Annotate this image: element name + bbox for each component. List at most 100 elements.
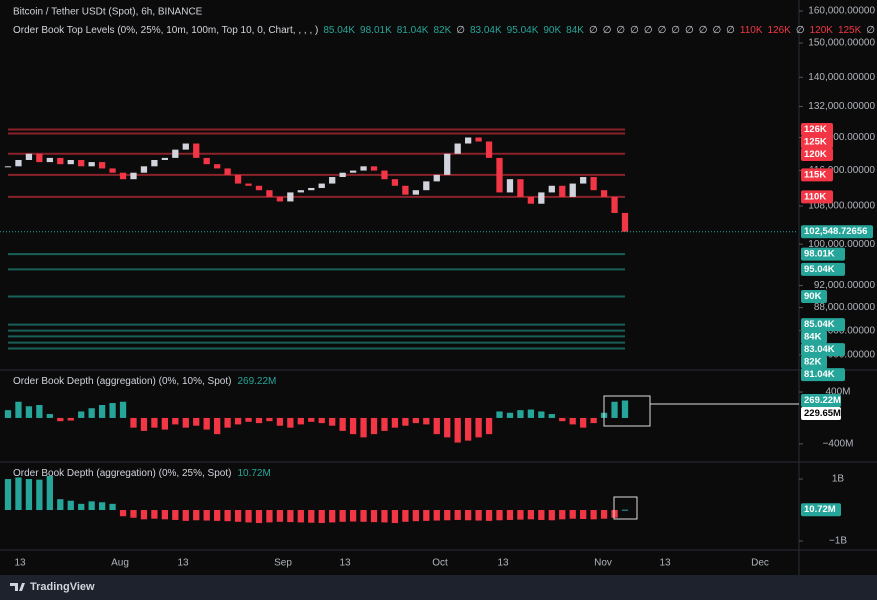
value-label-box <box>801 330 827 344</box>
candle <box>297 190 304 193</box>
depth-bar <box>391 510 399 524</box>
value-label-box <box>801 148 833 162</box>
highlight-box <box>613 496 638 520</box>
candle <box>308 187 315 191</box>
y-tick-label: −400M <box>823 438 854 449</box>
indicator-value: 126K <box>768 25 792 36</box>
depth-bar <box>433 417 440 435</box>
depth-bar <box>349 417 357 435</box>
depth-bar <box>444 510 451 521</box>
depth-bar <box>412 510 419 522</box>
depth-bar <box>485 417 493 435</box>
depth-bar <box>57 499 64 511</box>
x-tick-label: 13 <box>659 558 671 569</box>
candle <box>4 166 12 168</box>
value-label-box <box>801 262 845 276</box>
depth-bar <box>548 414 555 418</box>
value-label-box <box>801 289 827 303</box>
y-tick-label: 108,000.00000 <box>808 201 875 212</box>
candle <box>464 137 472 144</box>
depth-bar <box>580 510 587 520</box>
y-tick-label: 140,000.00000 <box>808 72 875 83</box>
indicator-value: 98.01K <box>360 25 392 36</box>
indicator-value: ∅ <box>616 25 625 36</box>
value-label-box <box>801 343 845 357</box>
depth-bar <box>109 403 116 418</box>
depth-bar <box>464 417 472 441</box>
value-label: 84K <box>804 332 822 343</box>
depth-bar <box>621 509 629 511</box>
depth-bar <box>214 417 221 435</box>
depth-bar <box>517 510 524 520</box>
value-label: 81.04K <box>804 369 835 380</box>
depth-bar <box>130 417 137 428</box>
candle <box>506 179 514 193</box>
depth-bar <box>308 417 315 422</box>
value-label-box <box>801 123 833 137</box>
candle <box>276 196 284 202</box>
candle <box>423 181 430 191</box>
indicator-value: ∅ <box>630 25 639 36</box>
value-label-box <box>801 394 841 408</box>
depth-bar <box>67 417 74 421</box>
depth-bar <box>245 510 252 523</box>
pane-title-text: Order Book Depth (aggregation) (0%, 25%,… <box>13 468 231 479</box>
depth-bar <box>140 417 148 431</box>
candle <box>287 192 294 202</box>
candle <box>433 174 440 182</box>
candle <box>381 170 388 180</box>
value-label: 90K <box>804 291 822 302</box>
depth-bar <box>4 479 12 511</box>
depth-bar <box>255 417 263 424</box>
depth-bar <box>381 417 388 431</box>
depth-bar <box>234 417 242 425</box>
candle <box>444 153 451 175</box>
depth-bar <box>287 510 294 523</box>
candle <box>25 153 33 160</box>
depth-bar <box>559 417 566 422</box>
depth-bar <box>151 510 158 519</box>
y-tick-label: 100,000.00000 <box>808 239 875 250</box>
logo-icon <box>10 583 25 591</box>
depth-bar <box>276 417 284 426</box>
y-tick-label: 150,000.00000 <box>808 38 875 49</box>
value-label: 229.65M <box>804 408 841 419</box>
depth-bar <box>590 417 597 424</box>
depth-bar <box>88 408 95 418</box>
depth-bar <box>318 510 325 524</box>
value-label: 120K <box>804 149 827 160</box>
candle <box>527 196 535 204</box>
candle <box>245 183 252 186</box>
depth-bar <box>329 417 336 426</box>
depth-bar <box>193 417 200 426</box>
depth-bar <box>464 510 472 521</box>
candle <box>119 172 127 180</box>
x-tick-label: 13 <box>14 558 26 569</box>
depth-bar <box>402 417 409 426</box>
x-tick-label: Dec <box>751 558 769 569</box>
candle <box>517 179 524 197</box>
value-label: 10.72M <box>804 504 836 515</box>
y-tick-label: 88,000.00000 <box>814 302 876 313</box>
depth-bar <box>4 410 12 418</box>
depth-bar <box>496 411 503 418</box>
depth-bar <box>25 406 33 418</box>
depth-bar <box>433 510 440 521</box>
candle <box>234 174 242 184</box>
depth-bar <box>329 510 336 523</box>
depth-bar <box>78 411 85 418</box>
value-label-box <box>801 247 845 261</box>
depth-bar <box>287 417 294 428</box>
depth-bar <box>506 412 514 418</box>
indicator-value: ∅ <box>644 25 653 36</box>
depth-bar <box>339 510 346 522</box>
indicator-value: 125K <box>838 25 862 36</box>
depth-bar <box>151 417 158 428</box>
depth-bar <box>527 409 535 418</box>
depth-bar <box>172 510 179 520</box>
value-label-box <box>801 225 873 239</box>
candle <box>140 166 148 173</box>
footer-bar <box>0 575 877 600</box>
depth-bar <box>559 510 566 520</box>
candle <box>611 196 618 213</box>
